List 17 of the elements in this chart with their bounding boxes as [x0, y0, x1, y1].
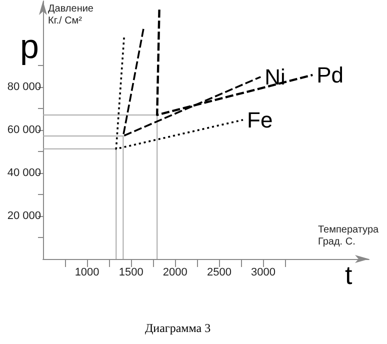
y-tick-label: 20 000	[7, 210, 41, 222]
x-tick-label: 2500	[206, 266, 232, 278]
x-tick-label: 1500	[118, 266, 144, 278]
x-tick-label: 3000	[251, 266, 276, 278]
y-tick-label: 60 000	[7, 124, 41, 136]
text: t	[345, 260, 353, 290]
series-label: Ni	[264, 64, 286, 90]
text: Диаграмма 3	[145, 321, 211, 335]
x-axis-title: Температура Град. С.	[318, 224, 380, 248]
y-axis-title: Давление Кг./ См²	[48, 4, 94, 26]
series-label: Fe	[247, 107, 273, 132]
y-tick-label: 40 000	[7, 167, 41, 179]
y-tick-label: 80 000	[7, 81, 41, 93]
text: p	[20, 28, 39, 66]
series-label: Pd	[316, 62, 344, 88]
x-tick-label: 2000	[162, 266, 188, 278]
x-tick-label: 1000	[74, 266, 100, 278]
